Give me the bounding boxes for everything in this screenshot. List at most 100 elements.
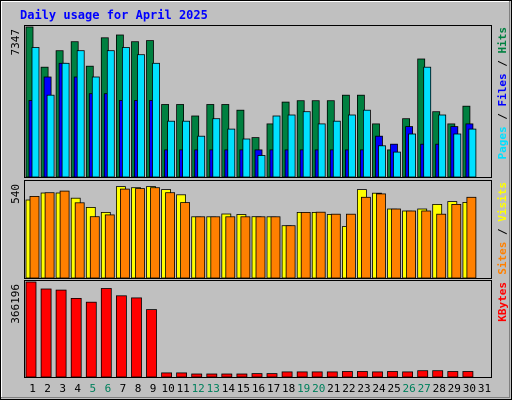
x-tick-label-day-3: 3	[59, 382, 66, 395]
bar-requests-pages-day-20	[317, 123, 326, 178]
bar-kbytes-kbytes-day-22	[341, 371, 353, 378]
bar-kbytes-kbytes-day-18	[281, 371, 293, 378]
panel-requests: 7347 Pages / Files / Hits	[9, 25, 509, 178]
bar-requests-pages-day-26	[408, 133, 417, 178]
bar-requests-pages-day-4	[76, 50, 85, 178]
panel-visitors-label-part-1: /	[496, 222, 509, 242]
x-tick-label-day-17: 17	[267, 382, 280, 395]
bar-visitors-sites-day-21	[330, 213, 341, 279]
bar-kbytes-kbytes-day-12	[191, 373, 203, 378]
bar-visitors-sites-day-30	[466, 196, 477, 279]
chart-title: Daily usage for April 2025	[20, 8, 208, 22]
bar-requests-pages-day-29	[453, 133, 462, 178]
bar-requests-pages-day-12	[197, 135, 206, 178]
x-tick-label-day-14: 14	[222, 382, 236, 395]
panel-requests-label-part-0: Pages	[496, 126, 509, 159]
x-tick-label-day-22: 22	[342, 382, 355, 395]
bar-visitors-sites-day-17	[270, 216, 281, 279]
bar-requests-pages-day-5	[91, 76, 100, 178]
panel-requests-label-part-2: Files	[496, 73, 509, 106]
x-tick-label-day-25: 25	[387, 382, 400, 395]
bar-kbytes-kbytes-day-4	[70, 297, 82, 378]
bar-requests-pages-day-2	[46, 94, 55, 178]
bar-visitors-sites-day-28	[436, 213, 447, 279]
bar-visitors-sites-day-24	[376, 193, 386, 279]
bar-requests-pages-day-27	[423, 66, 432, 178]
panel-visitors-label-part-2: Visits	[496, 182, 509, 222]
bar-visitors-sites-day-2	[44, 192, 55, 279]
bar-visitors-sites-day-19	[300, 211, 311, 279]
bar-visitors-sites-day-14	[225, 216, 236, 279]
bar-visitors-sites-day-3	[59, 190, 70, 279]
bar-kbytes-kbytes-day-3	[55, 289, 67, 378]
bar-kbytes-kbytes-day-9	[146, 309, 157, 378]
panel-visitors: 540 Sites / Visits	[9, 180, 509, 279]
bar-kbytes-kbytes-day-10	[161, 372, 173, 378]
panel-kbytes-series-label: KBytes	[496, 282, 509, 322]
bar-visitors-sites-day-4	[74, 202, 85, 279]
x-tick-label-day-7: 7	[120, 382, 127, 395]
panel-visitors-label-part-0: Sites	[496, 242, 509, 275]
bar-requests-pages-day-18	[287, 114, 296, 178]
x-tick-label-day-13: 13	[207, 382, 220, 395]
bar-visitors-sites-day-18	[285, 225, 296, 279]
bar-requests-pages-day-13	[212, 118, 221, 178]
bar-kbytes-kbytes-day-24	[372, 371, 383, 378]
bar-kbytes-kbytes-day-20	[311, 371, 323, 378]
bar-visitors-sites-day-10	[165, 192, 176, 279]
x-tick-label-day-27: 27	[418, 382, 431, 395]
x-axis-labels: 1 2 3 4 5 6 7 8 9 10 11 12 13 14 15 16 17 18 19 20 21 22 23 24 2…	[29, 382, 491, 395]
bar-visitors-sites-day-7	[120, 188, 130, 279]
bar-visitors-sites-day-5	[89, 216, 100, 279]
x-tick-label-day-9: 9	[150, 382, 157, 395]
panel-requests-ymax-label: 7347	[9, 29, 22, 56]
bar-requests-pages-day-3	[61, 62, 70, 178]
bar-requests-pages-day-21	[332, 120, 341, 178]
panel-kbytes-ymax-label: 366196	[9, 284, 22, 324]
bar-requests-pages-day-22	[347, 114, 356, 178]
x-tick-label-day-30: 30	[463, 382, 476, 395]
bar-kbytes-kbytes-day-25	[387, 371, 398, 378]
bar-kbytes-kbytes-day-29	[447, 371, 459, 378]
panel-requests-series-label: Pages / Files / Hits	[496, 27, 509, 160]
bar-visitors-sites-day-15	[240, 216, 251, 279]
bar-visitors-sites-day-25	[391, 208, 401, 279]
bar-requests-pages-day-24	[378, 145, 386, 178]
x-tick-label-day-29: 29	[448, 382, 461, 395]
bar-kbytes-kbytes-day-30	[462, 371, 474, 378]
chart-panels: 7347 Pages / Files / Hits 540 Sites / Visit…	[9, 25, 509, 378]
bar-visitors-sites-day-22	[345, 213, 356, 279]
x-tick-label-day-12: 12	[192, 382, 205, 395]
bar-requests-pages-day-6	[106, 50, 115, 178]
bar-kbytes-kbytes-day-7	[116, 295, 127, 378]
panel-requests-label-part-1: /	[496, 107, 509, 127]
panel-visitors-series-label: Sites / Visits	[496, 182, 509, 275]
x-tick-label-day-21: 21	[327, 382, 340, 395]
bar-visitors-sites-day-12	[195, 216, 206, 279]
bar-requests-pages-day-15	[242, 138, 251, 178]
bar-kbytes-kbytes-day-26	[402, 371, 414, 378]
bar-requests-pages-day-28	[438, 114, 447, 178]
x-tick-label-day-18: 18	[282, 382, 295, 395]
panel-requests-label-part-4: Hits	[496, 27, 509, 54]
bar-kbytes-kbytes-day-2	[40, 288, 52, 378]
bar-requests-pages-day-19	[302, 111, 311, 178]
x-tick-label-day-11: 11	[177, 382, 190, 395]
bar-kbytes-kbytes-day-21	[326, 371, 338, 378]
bar-requests-pages-day-1	[31, 47, 40, 178]
x-tick-label-day-20: 20	[312, 382, 325, 395]
bar-visitors-sites-day-9	[150, 187, 160, 279]
bar-visitors-sites-day-23	[360, 196, 371, 279]
x-tick-label-day-16: 16	[252, 382, 265, 395]
bar-visitors-sites-day-1	[29, 195, 40, 279]
x-tick-label-day-1: 1	[29, 382, 36, 395]
x-tick-label-day-24: 24	[372, 382, 386, 395]
bar-kbytes-kbytes-day-11	[176, 372, 188, 378]
bar-visitors-sites-day-29	[451, 203, 462, 279]
bar-kbytes-kbytes-day-14	[221, 373, 233, 378]
bar-requests-pages-day-10	[167, 120, 176, 178]
x-tick-label-day-2: 2	[44, 382, 51, 395]
bar-kbytes-kbytes-day-6	[100, 288, 112, 378]
panel-kbytes: 366196 KBytes	[9, 280, 509, 378]
bar-kbytes-kbytes-day-15	[236, 373, 248, 378]
